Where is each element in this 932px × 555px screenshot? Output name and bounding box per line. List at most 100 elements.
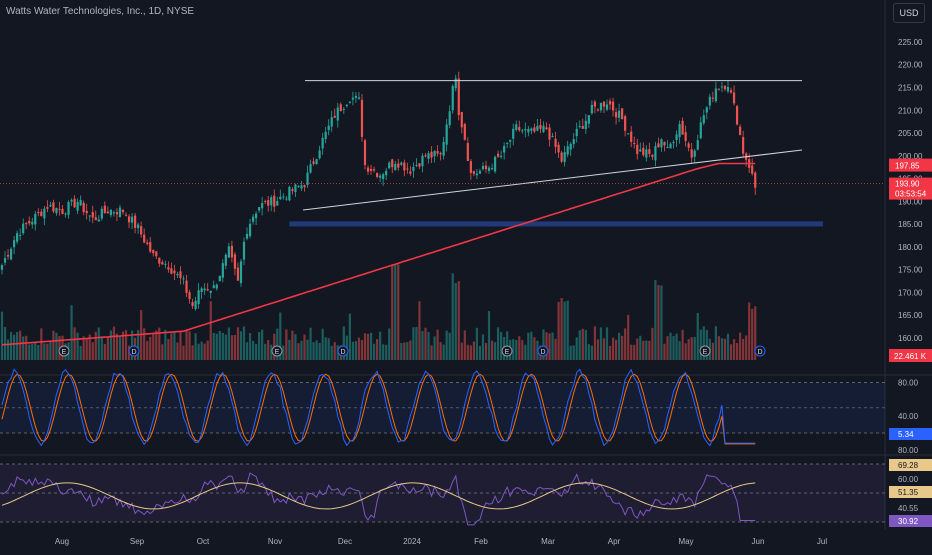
volume-bar (497, 327, 500, 360)
candle-body (578, 126, 581, 128)
candle-body (433, 151, 436, 157)
volume-bar (245, 342, 249, 360)
candle-body (409, 171, 412, 174)
time-axis-label: Aug (55, 537, 69, 546)
volume-bar (723, 338, 727, 360)
volume-bar (179, 331, 182, 360)
volume-bar (720, 338, 724, 360)
candle-body (276, 201, 279, 206)
volume-bar (315, 340, 318, 360)
candle-body (215, 284, 218, 289)
candle-body (614, 112, 618, 118)
rsi-band (0, 464, 885, 522)
volume-bar (124, 330, 128, 360)
volume-bar (43, 343, 46, 360)
candle-body (248, 223, 252, 237)
volume-bar (657, 285, 660, 360)
time-axis-label: Nov (268, 537, 282, 546)
event-marker (271, 345, 283, 357)
candle-body (224, 254, 227, 266)
candle-body (270, 197, 273, 206)
candle-body (118, 207, 122, 218)
candle-body (548, 127, 551, 140)
event-marker-label: D (757, 349, 762, 356)
volume-bar (37, 344, 40, 360)
chart-title: Watts Water Technologies, Inc., 1D, NYSE (6, 6, 195, 17)
volume-bar (684, 343, 687, 360)
candle-body (442, 141, 445, 156)
volume-label: 22.461 K (894, 352, 927, 361)
volume-bar (599, 327, 603, 360)
candle-body (264, 201, 267, 203)
candle-body (227, 246, 230, 258)
support-zone (289, 221, 823, 227)
volume-bar (394, 264, 397, 360)
candle-body (25, 223, 28, 225)
volume-bar (714, 326, 717, 360)
candle-body (124, 214, 128, 216)
volume-bar (261, 329, 264, 360)
candle-body (424, 155, 427, 157)
volume-bar (306, 339, 309, 360)
volume-bar (636, 338, 639, 360)
volume-bar (614, 339, 618, 360)
candle-body (723, 85, 727, 90)
volume-bar (19, 330, 22, 360)
candle-body (376, 173, 379, 177)
volume-bar (100, 336, 103, 360)
rsi-pane (0, 463, 885, 526)
volume-bar (109, 330, 112, 360)
candle-body (255, 213, 258, 219)
volume-bar (469, 345, 472, 360)
volume-bar (735, 342, 739, 360)
rsi-line (1, 472, 756, 526)
volume-bar (22, 336, 25, 360)
candle-body (100, 208, 103, 219)
grid-lines (0, 0, 932, 530)
volume-bar (590, 345, 593, 360)
volume-bar (348, 313, 351, 360)
price-tick-label: 225.00 (898, 38, 923, 47)
candle-body (161, 262, 164, 265)
candle-body (448, 111, 451, 126)
candle-body (351, 97, 354, 100)
volume-bar (584, 329, 587, 360)
event-marker-label: E (62, 349, 67, 356)
volume-bar (372, 343, 376, 360)
currency-button[interactable]: USD (893, 3, 925, 23)
volume-bar (672, 335, 675, 360)
volume-bar (303, 334, 306, 360)
volume-bar (327, 338, 330, 360)
volume-bar (587, 344, 590, 360)
volume-bar (185, 330, 188, 360)
candle-body (28, 220, 31, 224)
volume-bar (524, 344, 527, 360)
volume-bar (605, 327, 609, 360)
volume-bar (288, 339, 291, 360)
candle-body (22, 223, 25, 234)
candle-body (309, 164, 312, 173)
volume-bar (445, 330, 448, 360)
candle-body (360, 99, 364, 137)
price-tick-label: 165.00 (898, 311, 923, 320)
candle-body (197, 290, 200, 305)
price-tick-label: 160.00 (898, 334, 923, 343)
volume-bar (442, 344, 445, 360)
candle-body (394, 164, 397, 171)
last-price-badge (889, 177, 932, 200)
price-tick-label: 185.00 (898, 220, 923, 229)
candle-body (333, 115, 336, 118)
volume-bar (28, 344, 31, 360)
volume-bar (70, 305, 73, 360)
candle-body (188, 292, 191, 300)
candle-body (233, 254, 237, 269)
volume-bar (621, 335, 624, 360)
candle-body (557, 144, 560, 153)
candle-body (660, 139, 663, 148)
candle-body (13, 240, 16, 248)
candle-body (624, 116, 627, 131)
candle-body (366, 167, 370, 172)
volume-bar (581, 328, 584, 360)
candle-body (43, 208, 46, 219)
